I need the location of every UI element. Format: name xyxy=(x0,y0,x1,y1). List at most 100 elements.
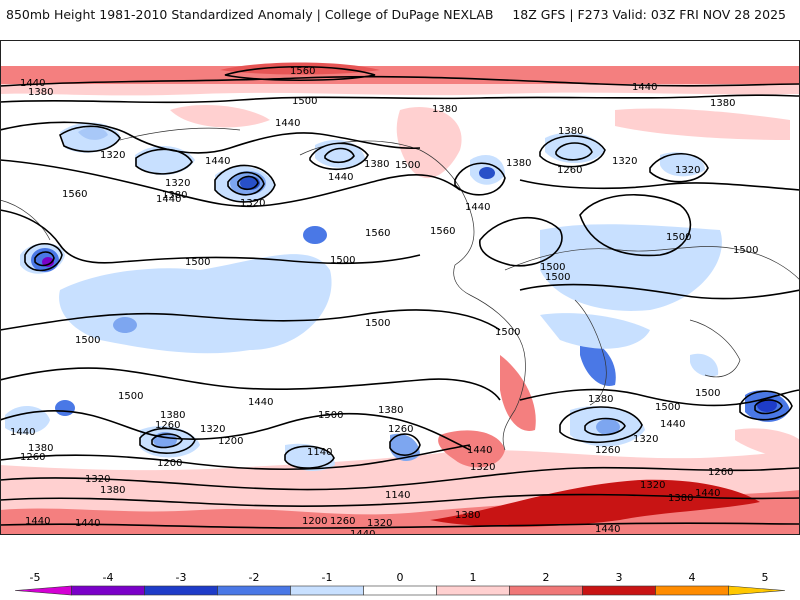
positive-anomaly-shading xyxy=(0,62,800,535)
contour-label: 1140 xyxy=(307,447,332,458)
colorbar-tick-label: -1 xyxy=(322,571,333,584)
colorbar-segment xyxy=(14,585,72,596)
colorbar-segment xyxy=(728,585,786,596)
anomaly-map: 1440 1380 1560 1500 1440 1440 1380 1380 … xyxy=(0,40,800,535)
colorbar-segment xyxy=(436,585,510,596)
contour-label: 1260 xyxy=(595,445,620,456)
contour-label: 1440 xyxy=(25,516,50,527)
contour-label: 1440 xyxy=(275,118,300,129)
contour-label: 1500 xyxy=(118,391,143,402)
contour-label: 1560 xyxy=(430,226,455,237)
colorbar-segment xyxy=(582,585,656,596)
contour-label: 1320 xyxy=(200,424,225,435)
contour-label: 1380 xyxy=(100,485,125,496)
colorbar-segment xyxy=(509,585,583,596)
contour-label: 1500 xyxy=(545,272,570,283)
contour-label: 1380 xyxy=(710,98,735,109)
contour-label: 1260 xyxy=(20,452,45,463)
contour-label: 1380 xyxy=(364,159,389,170)
colorbar-segment xyxy=(144,585,218,596)
colorbar-tick-label: 1 xyxy=(470,571,477,584)
colorbar-segment xyxy=(217,585,291,596)
contour-label: 1440 xyxy=(156,194,181,205)
colorbar-tick-label: -4 xyxy=(103,571,114,584)
map-title: 850mb Height 1981-2010 Standardized Anom… xyxy=(6,7,494,22)
contour-label: 1500 xyxy=(540,262,565,273)
contour-label: 1320 xyxy=(612,156,637,167)
contour-label: 1380 xyxy=(455,510,480,521)
colorbar-tick-label: -3 xyxy=(176,571,187,584)
contour-label: 1260 xyxy=(708,467,733,478)
contour-label: 1440 xyxy=(350,529,375,535)
contour-label: 1560 xyxy=(62,189,87,200)
coastlines xyxy=(0,127,800,451)
contour-label: 1320 xyxy=(85,474,110,485)
contour-label: 1440 xyxy=(695,488,720,499)
contour-label: 1380 xyxy=(28,443,53,454)
contour-label: 1440 xyxy=(632,82,657,93)
colorbar-tick-label: -5 xyxy=(30,571,41,584)
contour-labels: 1440 1380 1560 1500 1440 1440 1380 1380 … xyxy=(10,66,758,535)
contour-label: 1500 xyxy=(75,335,100,346)
contour-label: 1380 xyxy=(28,87,53,98)
model-run-info: 18Z GFS | F273 Valid: 03Z FRI NOV 28 202… xyxy=(512,7,786,22)
contour-label: 1440 xyxy=(10,427,35,438)
colorbar-segment xyxy=(290,585,364,596)
contour-label: 1260 xyxy=(330,516,355,527)
contour-label: 1440 xyxy=(660,419,685,430)
contour-label: 1320 xyxy=(675,165,700,176)
contour-label: 1320 xyxy=(367,518,392,529)
colorbar-segment xyxy=(655,585,729,596)
negative-anomaly-shading xyxy=(5,122,790,472)
colorbar-tick-label: -2 xyxy=(249,571,260,584)
contour-label: 1440 xyxy=(248,397,273,408)
contour-label: 1260 xyxy=(155,420,180,431)
contour-label: 1380 xyxy=(588,394,613,405)
contour-label: 1500 xyxy=(365,318,390,329)
contour-label: 1200 xyxy=(302,516,327,527)
contour-label: 1500 xyxy=(733,245,758,256)
contour-label: 1380 xyxy=(160,410,185,421)
contour-label: 1440 xyxy=(205,156,230,167)
contour-label: 1500 xyxy=(330,255,355,266)
contour-label: 1320 xyxy=(240,198,265,209)
colorbar-tick-label: 2 xyxy=(543,571,550,584)
contour-label: 1320 xyxy=(633,434,658,445)
contour-label: 1320 xyxy=(165,178,190,189)
contour-label: 1500 xyxy=(695,388,720,399)
colorbar: -5 -4 -3 -2 -1 0 1 2 3 4 5 xyxy=(0,566,800,600)
contour-label: 1380 xyxy=(558,126,583,137)
colorbar-tick-label: 5 xyxy=(762,571,769,584)
contour-label: 1320 xyxy=(470,462,495,473)
colorbar-tick-label: 3 xyxy=(616,571,623,584)
contour-label: 1440 xyxy=(328,172,353,183)
contour-label: 1500 xyxy=(655,402,680,413)
contour-label: 1260 xyxy=(388,424,413,435)
contour-label: 1500 xyxy=(292,96,317,107)
colorbar-tick-label: 4 xyxy=(689,571,696,584)
contour-label: 1320 xyxy=(100,150,125,161)
header: 850mb Height 1981-2010 Standardized Anom… xyxy=(0,0,800,34)
colorbar-ramp: -5 -4 -3 -2 -1 0 1 2 3 4 5 xyxy=(14,571,786,596)
colorbar-segment xyxy=(71,585,145,596)
contour-label: 1260 xyxy=(557,165,582,176)
contour-label: 1500 xyxy=(318,410,343,421)
colorbar-tick-label: 0 xyxy=(397,571,404,584)
contour-label: 1440 xyxy=(20,78,45,89)
contour-label: 1380 xyxy=(668,493,693,504)
contour-label: 1140 xyxy=(385,490,410,501)
contour-label: 1500 xyxy=(666,232,691,243)
contour-label: 1200 xyxy=(157,458,182,469)
contour-label: 1380 xyxy=(378,405,403,416)
contour-label: 1440 xyxy=(465,202,490,213)
contour-label: 1560 xyxy=(290,66,315,77)
contour-label: 1200 xyxy=(218,436,243,447)
contour-label: 1500 xyxy=(495,327,520,338)
contour-label: 1380 xyxy=(162,190,187,201)
contour-label: 1380 xyxy=(432,104,457,115)
contour-label: 1380 xyxy=(506,158,531,169)
contour-label: 1500 xyxy=(185,257,210,268)
contour-label: 1560 xyxy=(365,228,390,239)
contour-label: 1320 xyxy=(640,480,665,491)
contour-label: 1440 xyxy=(595,524,620,535)
